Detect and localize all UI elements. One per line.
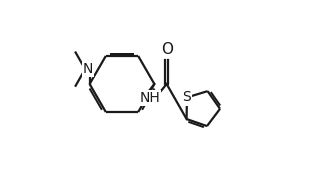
Text: O: O	[161, 42, 173, 57]
Text: N: N	[83, 62, 93, 76]
Text: S: S	[182, 90, 191, 104]
Text: NH: NH	[140, 91, 160, 105]
